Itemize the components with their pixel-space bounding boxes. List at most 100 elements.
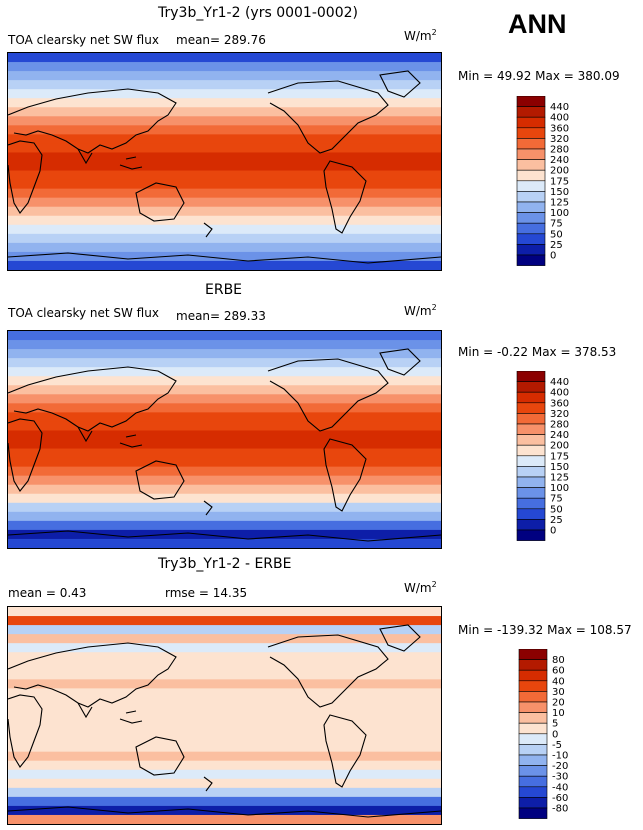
field-band (8, 340, 441, 350)
colorbar-swatch (516, 212, 546, 224)
colorbar-tick-label: -60 (552, 793, 568, 804)
colorbar-swatch (516, 148, 546, 160)
coastline (77, 702, 93, 719)
field-band (8, 616, 441, 626)
colorbar-tick-label: 100 (550, 483, 569, 494)
field-band (8, 529, 441, 540)
field-band (8, 502, 441, 513)
colorbar-swatch (516, 169, 546, 182)
colorbar-swatch (516, 508, 546, 520)
colorbar-tick-label: 280 (550, 145, 569, 156)
panel3-title: Try3b_Yr1-2 - ERBE (158, 556, 292, 572)
colorbar-tick-label: -30 (552, 772, 568, 783)
panel2-field-label: TOA clearsky net SW flux (8, 306, 159, 320)
field-band (8, 796, 441, 807)
colorbar-tick-label: 50 (550, 504, 563, 515)
field-band (8, 89, 441, 99)
panel3-rmse: rmse = 14.35 (165, 586, 248, 600)
field-band (8, 688, 441, 698)
field-band (8, 769, 441, 780)
colorbar-swatch (518, 659, 548, 671)
field-band (8, 607, 441, 617)
coastline (135, 460, 185, 500)
coastline (8, 88, 177, 154)
field-band (8, 206, 441, 217)
panel3-mean: mean = 0.43 (8, 586, 87, 600)
panel2-units: W/m2 (404, 303, 437, 318)
coastline (379, 348, 421, 376)
colorbar-tick-label: 125 (550, 198, 569, 209)
colorbar-swatch (516, 476, 546, 488)
panel1-title: Try3b_Yr1-2 (yrs 0001-0002) (158, 5, 358, 21)
coastline (8, 530, 441, 542)
panel1-mean: mean= 289.76 (176, 33, 266, 47)
colorbar-swatch (516, 434, 546, 446)
colorbar-tick-label: 320 (550, 409, 569, 420)
field-band (8, 652, 441, 662)
field-band (8, 511, 441, 522)
panel2-map-svg (8, 331, 441, 548)
colorbar-tick-label: -20 (552, 761, 568, 772)
field-band (8, 134, 441, 144)
colorbar-tick-label: 150 (550, 187, 569, 198)
colorbar-tick-label: 360 (550, 398, 569, 409)
field-band (8, 430, 441, 440)
field-band (8, 412, 441, 422)
colorbar-swatch (518, 807, 548, 819)
field-band (8, 367, 441, 377)
colorbar-tick-label: 20 (552, 698, 565, 709)
panel3-units: W/m2 (404, 580, 437, 595)
field-band (8, 197, 441, 208)
field-band (8, 484, 441, 495)
colorbar-swatch (516, 529, 546, 541)
colorbar-tick-label: 0 (552, 729, 558, 740)
colorbar-tick-label: -80 (552, 804, 568, 815)
colorbar-tick-label: 150 (550, 462, 569, 473)
coastline (8, 366, 177, 432)
field-band (8, 80, 441, 90)
colorbar-swatch (516, 116, 546, 129)
colorbar-tick-label: 75 (550, 494, 563, 505)
colorbar-tick-label: 175 (550, 451, 569, 462)
field-band (8, 233, 441, 244)
field-band (8, 466, 441, 477)
colorbar-swatch (516, 413, 546, 425)
colorbar-swatch (518, 744, 548, 756)
field-band (8, 152, 441, 162)
coastline (135, 182, 185, 222)
field-band (8, 349, 441, 359)
field-band (8, 661, 441, 671)
field-band (8, 679, 441, 689)
field-band (8, 448, 441, 459)
coastline (267, 358, 389, 432)
coastline (8, 642, 177, 708)
colorbar-tick-label: 25 (550, 515, 563, 526)
colorbar-swatch (516, 455, 546, 467)
field-band (8, 742, 441, 753)
field-band (8, 538, 441, 548)
colorbar-tick-label: 240 (550, 155, 569, 166)
panel2-mean: mean= 289.33 (176, 309, 266, 323)
field-band (8, 733, 441, 744)
coastline (379, 624, 421, 652)
field-band (8, 53, 441, 63)
colorbar-swatch (516, 487, 546, 499)
colorbar-tick-label: 175 (550, 176, 569, 187)
coastline (8, 140, 43, 214)
colorbar-swatch (518, 712, 548, 724)
colorbar-swatch (518, 701, 548, 713)
colorbar-tick-label: 100 (550, 208, 569, 219)
field-band (8, 71, 441, 81)
field-band (8, 215, 441, 226)
field-band (8, 403, 441, 413)
field-band (8, 778, 441, 789)
field-band (8, 520, 441, 531)
colorbar-swatch (516, 254, 546, 266)
field-band (8, 107, 441, 117)
colorbar-tick-label: -10 (552, 751, 568, 762)
colorbar-swatch (516, 244, 546, 256)
colorbar-swatch (516, 233, 546, 245)
colorbar-tick-label: 320 (550, 134, 569, 145)
panel1-map (7, 52, 442, 271)
coastline (203, 776, 213, 792)
